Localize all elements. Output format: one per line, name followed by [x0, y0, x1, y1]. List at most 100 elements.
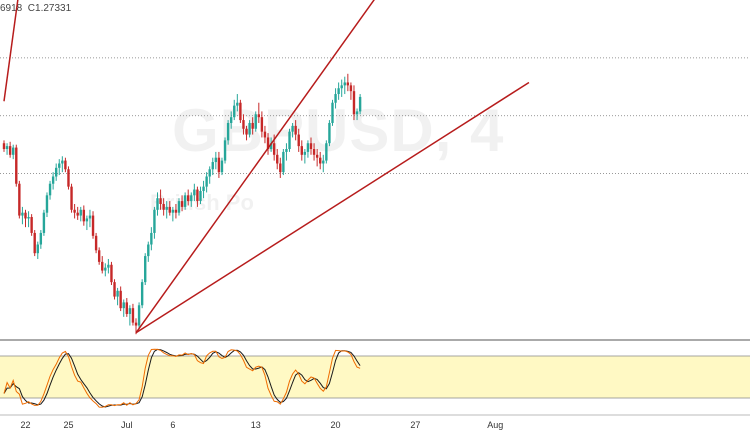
candle-body: [42, 212, 46, 233]
candle: [257, 102, 261, 123]
candle-body: [88, 215, 92, 219]
candle: [128, 305, 132, 326]
candle: [223, 137, 227, 164]
candle: [300, 140, 303, 161]
candle: [236, 94, 239, 112]
candle: [73, 204, 76, 219]
candlestick-series: [2, 73, 362, 335]
candle-body: [202, 186, 205, 191]
candle: [202, 180, 205, 199]
candle-body: [104, 267, 107, 271]
candle-body: [2, 143, 6, 150]
candle: [45, 192, 49, 218]
candle: [322, 154, 325, 173]
candle: [279, 157, 282, 178]
candle: [325, 140, 328, 164]
candle: [276, 149, 279, 170]
candle-body: [94, 235, 98, 251]
candle: [343, 76, 346, 95]
candle-body: [122, 302, 125, 309]
candle-body: [266, 137, 270, 150]
x-tick-label: 6: [170, 420, 175, 430]
horizontal-levels: [0, 57, 750, 175]
candle: [27, 211, 30, 228]
candle-body: [208, 169, 211, 177]
candle: [104, 263, 107, 277]
candle: [242, 114, 245, 135]
candle-body: [144, 256, 147, 283]
candle: [125, 298, 128, 317]
candle-body: [180, 201, 184, 207]
candle: [162, 198, 165, 216]
candle-body: [322, 160, 325, 164]
candle-body: [70, 186, 73, 210]
candle: [291, 122, 294, 138]
candle: [214, 151, 218, 170]
candle-body: [119, 290, 122, 309]
ohlc-readout: 6918 C1.27331: [0, 3, 72, 14]
candle-body: [279, 163, 282, 173]
candle-body: [79, 209, 82, 216]
candle-body: [254, 114, 257, 129]
candle: [131, 303, 135, 326]
candle-body: [257, 114, 261, 118]
candle: [328, 120, 331, 147]
candle-body: [214, 157, 218, 163]
candle: [208, 166, 211, 184]
candle: [174, 204, 178, 219]
candle-body: [233, 105, 236, 118]
candle-body: [97, 250, 101, 262]
candle: [196, 186, 199, 207]
candle-body: [85, 218, 89, 222]
candle-body: [242, 120, 245, 129]
candle-body: [239, 102, 242, 121]
trendline-1[interactable]: [135, 0, 415, 334]
candle: [91, 211, 95, 239]
candle-body: [190, 195, 193, 202]
candle-body: [205, 176, 208, 187]
candle: [70, 183, 73, 213]
candle: [116, 287, 119, 306]
candle-body: [27, 217, 30, 219]
candle: [122, 299, 125, 317]
candle-body: [91, 215, 95, 236]
candle-body: [220, 160, 224, 173]
candle-body: [39, 232, 43, 245]
candle: [177, 198, 181, 216]
candle-body: [128, 308, 132, 314]
candle-body: [269, 143, 273, 150]
candle-body: [64, 160, 67, 170]
candle: [54, 163, 58, 181]
candle: [24, 209, 27, 228]
candle: [15, 144, 18, 187]
stochastic-band: [0, 356, 750, 398]
candle-body: [325, 143, 328, 161]
candle: [183, 192, 187, 210]
trendline-2[interactable]: [135, 81, 530, 334]
candle-body: [113, 282, 116, 297]
candle-body: [183, 195, 187, 207]
candle: [346, 73, 350, 92]
candle-body: [285, 149, 288, 152]
candle-body: [153, 209, 156, 233]
candle: [76, 206, 79, 220]
candle-body: [30, 217, 33, 233]
candle: [199, 186, 202, 204]
candle-body: [343, 82, 346, 86]
candle: [355, 108, 359, 121]
candle-body: [251, 122, 254, 129]
candle-body: [54, 167, 58, 177]
candle-body: [315, 154, 319, 158]
candle: [340, 79, 343, 97]
candle-body: [328, 122, 331, 144]
candle: [144, 253, 147, 286]
trendline-0[interactable]: [3, 0, 25, 102]
candle-body: [217, 157, 221, 173]
x-tick-label: 13: [251, 420, 261, 430]
candle: [150, 227, 153, 251]
candle-body: [312, 149, 316, 155]
candle-body: [156, 198, 159, 210]
candle: [33, 230, 36, 257]
candle: [294, 120, 297, 141]
